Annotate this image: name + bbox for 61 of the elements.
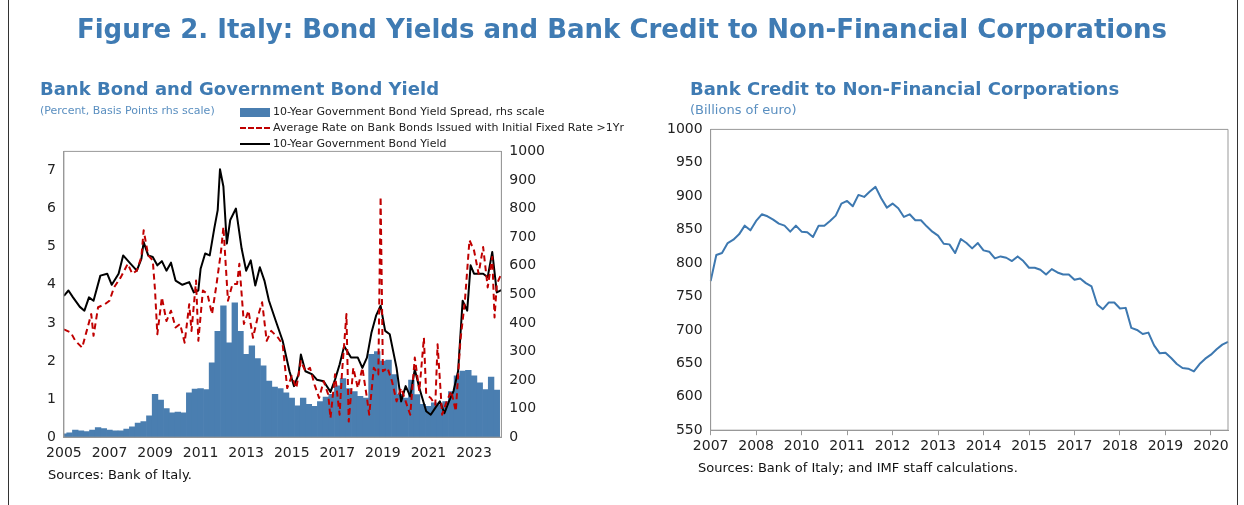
- legend-label: 10-Year Government Bond Yield: [273, 136, 447, 152]
- y-tick-label: 4: [46, 275, 56, 292]
- x-tick-label: 2013: [920, 437, 956, 454]
- x-tick-label: 2023: [456, 444, 492, 461]
- source-note: Sources: Bank of Italy.: [48, 467, 192, 482]
- y-tick-label: 750: [675, 287, 703, 304]
- x-tick-label: 2007: [692, 437, 729, 454]
- y-tick-label: 550: [675, 420, 703, 437]
- x-tick-label: 2013: [228, 444, 264, 461]
- y2-tick-label: 0: [509, 427, 519, 444]
- y-tick-label: 7: [46, 161, 56, 178]
- y2-tick-label: 100: [509, 399, 537, 416]
- x-tick-label: 2019: [1147, 437, 1184, 454]
- y-tick-label: 650: [675, 354, 703, 370]
- y-tick-label: 950: [675, 153, 703, 170]
- x-tick-label: 2010: [783, 437, 820, 454]
- chart-title: Bank Credit to Non-Financial Corporations: [690, 78, 1120, 99]
- y-tick-label: 900: [675, 186, 703, 203]
- x-tick-label: 2019: [365, 444, 401, 461]
- y2-tick-label: 200: [509, 370, 537, 387]
- y-tick-label: 600: [675, 387, 703, 404]
- x-tick-label: 2011: [182, 444, 219, 461]
- y-tick-label: 5: [46, 237, 56, 254]
- y2-tick-label: 300: [509, 342, 537, 359]
- y2-tick-label: 900: [509, 170, 537, 187]
- x-tick-label: 2005: [46, 444, 82, 461]
- y-tick-label: 6: [46, 199, 56, 216]
- legend-label: Average Rate on Bank Bonds Issued with Initial Fixed Rate >1Yr: [273, 120, 625, 136]
- y-tick-label: 2: [46, 351, 56, 368]
- x-tick-label: 2017: [319, 444, 356, 461]
- y2-tick-label: 400: [509, 313, 537, 330]
- x-tick-label: 2018: [1102, 437, 1138, 454]
- x-tick-label: 2011: [829, 437, 865, 454]
- y-tick-label: 800: [675, 253, 703, 270]
- x-tick-label: 2021: [410, 444, 447, 461]
- chart-subtitle: (Billions of euro): [690, 102, 797, 117]
- x-tick-label: 2012: [874, 437, 911, 454]
- y-tick-label: 1: [46, 389, 56, 406]
- x-tick-label: 2008: [738, 437, 774, 454]
- source-note: Sources: Bank of Italy; and IMF staff calculations.: [698, 460, 1018, 475]
- y2-tick-label: 700: [509, 227, 537, 244]
- x-tick-label: 2020: [1193, 437, 1229, 454]
- chart-title: Bank Bond and Government Bond Yield: [40, 78, 440, 99]
- text: Figure 2. Italy: Bond Yields and Bank Credit to Non-Financial Corporations: [75, 14, 1169, 44]
- x-tick-label: 2015: [1011, 437, 1047, 454]
- y-tick-label: 700: [675, 320, 703, 337]
- x-tick-label: 2015: [273, 444, 310, 461]
- y2-tick-label: 600: [509, 256, 537, 273]
- chart-subtitle: (Percent, Basis Points rhs scale): [40, 104, 215, 117]
- y-tick-label: 850: [675, 220, 703, 237]
- y2-tick-label: 800: [509, 199, 537, 216]
- y-tick-label: 1000: [666, 120, 703, 137]
- x-tick-label: 2017: [1056, 437, 1093, 454]
- x-tick-label: 2009: [137, 444, 173, 461]
- y2-tick-label: 1000: [509, 142, 546, 159]
- y-tick-label: 3: [46, 313, 56, 330]
- legend-label: 10-Year Government Bond Yield Spread, rhs scale: [273, 104, 545, 120]
- x-tick-label: 2014: [965, 437, 1002, 454]
- y-tick-label: 0: [46, 427, 56, 444]
- x-tick-label: 2007: [91, 444, 128, 461]
- y2-tick-label: 500: [509, 284, 537, 301]
